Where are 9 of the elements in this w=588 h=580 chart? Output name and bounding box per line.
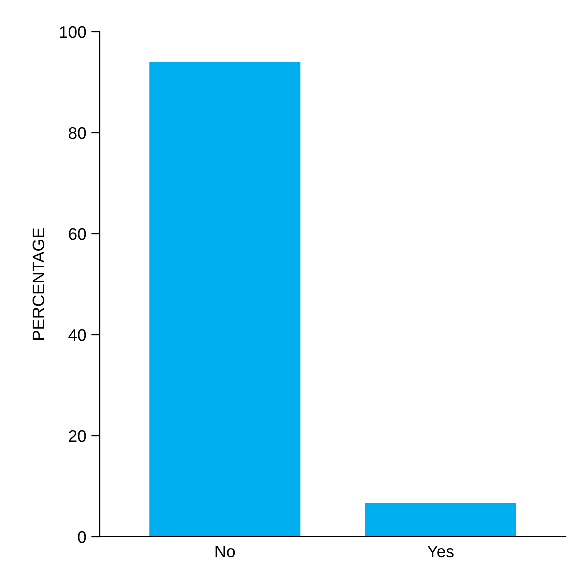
y-tick-label: 100 (60, 26, 86, 38)
y-tick-label: 80 (68, 127, 86, 140)
y-tick-label: 40 (68, 329, 86, 342)
y-tick-label: 20 (69, 430, 86, 442)
x-tick-label: No (216, 546, 236, 558)
y-tick-label: 0 (78, 531, 86, 544)
y-tick-label: 60 (69, 228, 86, 240)
y-axis-title: PERCENTAGE (32, 228, 45, 340)
x-tick-label: Yes (428, 546, 454, 558)
